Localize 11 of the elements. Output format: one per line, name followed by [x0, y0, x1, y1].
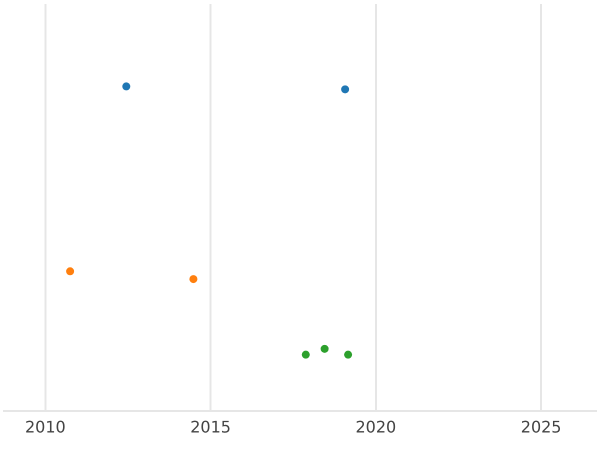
point	[302, 350, 310, 359]
point	[122, 82, 130, 90]
point	[344, 350, 352, 359]
point	[320, 344, 329, 353]
x-tick-label: 2010	[24, 418, 66, 437]
point	[66, 267, 74, 276]
x-tick-label: 2015	[190, 418, 231, 437]
point	[189, 275, 198, 284]
x-tick-label: 2025	[520, 418, 562, 437]
x-tick-label: 2020	[356, 418, 396, 437]
point	[341, 85, 350, 94]
